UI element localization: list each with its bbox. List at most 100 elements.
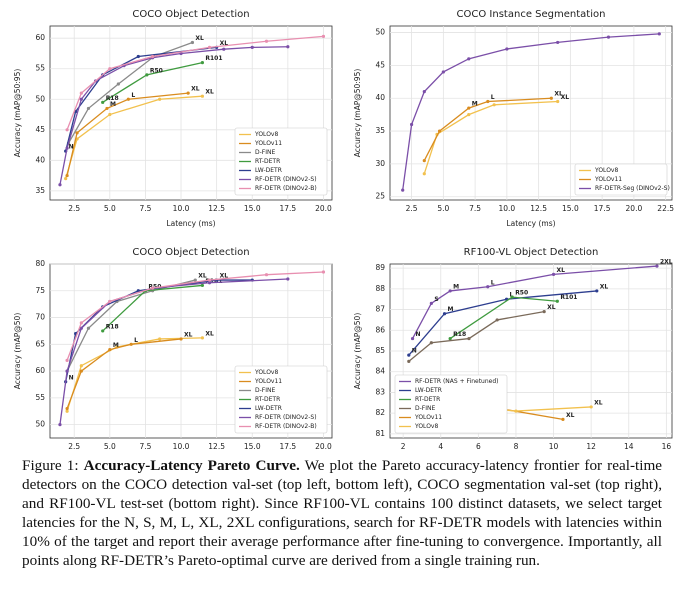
chart-title: COCO Object Detection <box>132 9 249 20</box>
point <box>321 270 326 274</box>
point-label: N <box>412 348 417 355</box>
y-tick-label: 87 <box>375 305 385 314</box>
point <box>79 326 83 330</box>
point <box>101 329 105 333</box>
point <box>448 336 452 341</box>
legend-label: RF-DETR (NAS + Finetuned) <box>415 378 499 385</box>
x-tick-label: 14 <box>624 442 634 451</box>
point <box>401 188 405 192</box>
point <box>556 40 560 45</box>
x-tick-label: 15.0 <box>244 204 261 213</box>
point <box>442 312 447 316</box>
legend-label: YOLOv11 <box>594 176 622 183</box>
y-tick-label: 30 <box>375 159 385 168</box>
x-tick-label: 12.5 <box>208 204 225 213</box>
legend-label: LW-DETR <box>415 387 442 394</box>
x-tick-label: 17.5 <box>594 204 611 213</box>
y-tick-label: 65 <box>35 339 45 348</box>
y-tick-label: 35 <box>35 186 45 195</box>
x-tick-label: 5.0 <box>104 204 116 213</box>
x-tick-label: 12.5 <box>530 204 547 213</box>
point <box>250 45 254 49</box>
legend-label: YOLOv11 <box>414 414 442 421</box>
x-axis-label: Latency (ms) <box>506 219 555 228</box>
point-label: XL <box>184 331 193 338</box>
y-tick-label: 60 <box>35 366 45 375</box>
point <box>207 281 212 285</box>
caption-text: We plot the Pareto accuracy-latency fron… <box>22 457 662 569</box>
x-tick-label: 15.0 <box>562 204 579 213</box>
x-tick-label: 17.5 <box>279 204 296 213</box>
caption-label: Figure 1: <box>22 457 79 474</box>
point-label: XL <box>566 412 575 419</box>
point <box>514 409 518 413</box>
x-tick-label: 2.5 <box>68 442 80 451</box>
point <box>222 47 226 51</box>
y-tick-label: 84 <box>375 367 385 376</box>
point <box>551 272 556 276</box>
y-tick-label: 60 <box>35 33 45 42</box>
x-tick-label: 20.0 <box>315 204 332 213</box>
point-label: L <box>510 292 514 299</box>
point-label: XL <box>205 330 214 337</box>
point <box>467 113 471 117</box>
point-label: XL <box>547 304 556 311</box>
point <box>65 406 69 411</box>
series-line <box>59 46 288 185</box>
chart-title: COCO Object Detection <box>132 247 249 258</box>
point <box>492 103 496 107</box>
y-axis-label: Accuracy (mAP@50) <box>13 313 22 390</box>
point-label: XL <box>191 86 200 93</box>
point-label: XL <box>600 283 609 290</box>
y-tick-label: 45 <box>35 125 45 134</box>
point <box>589 405 593 409</box>
point <box>429 341 433 345</box>
point <box>556 99 560 104</box>
series-line <box>411 265 658 339</box>
point <box>200 94 204 98</box>
legend-label: RT-DETR <box>255 396 280 403</box>
point <box>441 70 445 74</box>
point <box>58 183 62 187</box>
x-tick-label: 12 <box>586 442 596 451</box>
x-tick-label: 16 <box>662 442 672 451</box>
legend-label: D-FINE <box>255 387 275 394</box>
x-tick-label: 7.5 <box>139 204 151 213</box>
point-label: S <box>434 296 438 303</box>
point-label: L <box>131 92 135 99</box>
legend-label: RF-DETR (DINOv2-S) <box>255 176 317 183</box>
legend-label: RF-DETR (DINOv2-B) <box>255 185 317 192</box>
y-tick-label: 80 <box>35 259 45 268</box>
point-label: R101 <box>205 278 222 285</box>
legend-box <box>394 374 508 434</box>
point <box>105 106 109 111</box>
point <box>486 99 490 104</box>
point <box>116 82 120 86</box>
y-tick-label: 86 <box>375 325 385 334</box>
legend-label: YOLOv11 <box>254 378 282 385</box>
point <box>65 146 69 150</box>
point-label: XL <box>220 40 229 47</box>
point <box>190 40 195 45</box>
point <box>207 278 212 282</box>
legend-label: YOLOv8 <box>254 369 278 376</box>
x-tick-label: 20.0 <box>315 442 332 451</box>
x-tick-label: 4 <box>438 442 443 451</box>
point <box>286 277 290 281</box>
y-tick-label: 89 <box>375 263 385 272</box>
point <box>510 295 514 299</box>
x-tick-label: 8 <box>514 442 519 451</box>
point <box>495 318 499 322</box>
x-tick-label: 10.0 <box>173 442 190 451</box>
y-tick-label: 85 <box>375 346 385 355</box>
point <box>655 264 659 268</box>
point <box>186 91 190 95</box>
y-tick-label: 40 <box>375 93 385 102</box>
point-label: N <box>69 374 74 381</box>
x-tick-label: 15.0 <box>244 442 261 451</box>
point <box>467 57 471 61</box>
point <box>606 35 611 39</box>
point <box>129 342 133 346</box>
x-tick-label: 10.0 <box>499 204 516 213</box>
legend-label: RT-DETR <box>415 396 440 403</box>
